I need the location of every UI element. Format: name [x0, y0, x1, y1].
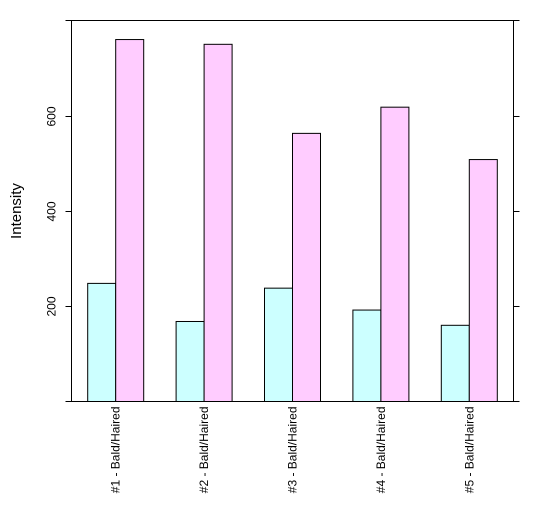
x-axis: #1 - Bald/Haired #2 - Bald/Haired #3 - Bal… [109, 407, 477, 494]
y-tick-label: 200 [45, 296, 59, 316]
bar-5-series-2 [468, 159, 498, 402]
x-category-label: #1 - Bald/Haired [109, 407, 123, 494]
x-category-label: #4 - Bald/Haired [374, 407, 388, 494]
bar-3-series-1 [264, 287, 293, 402]
y-tick-label: 400 [45, 201, 59, 221]
bars-layer [87, 39, 498, 403]
x-category-label: #3 - Bald/Haired [286, 407, 300, 494]
bar-2-series-2 [203, 43, 233, 402]
y-tick-label: 600 [45, 106, 59, 126]
x-category-label: #2 - Bald/Haired [197, 407, 211, 494]
bar-4-series-1 [352, 309, 382, 402]
bar-2-series-1 [175, 320, 205, 402]
bar-1-series-1 [87, 282, 117, 403]
bar-4-series-2 [380, 106, 410, 403]
x-category-label: #5 - Bald/Haired [462, 407, 476, 494]
bar-5-series-1 [440, 324, 470, 402]
bar-1-series-2 [115, 39, 145, 403]
bar-3-series-2 [292, 132, 321, 402]
y-axis-title: Intensity [8, 183, 25, 239]
y-axis: 200 400 600 [45, 20, 520, 402]
